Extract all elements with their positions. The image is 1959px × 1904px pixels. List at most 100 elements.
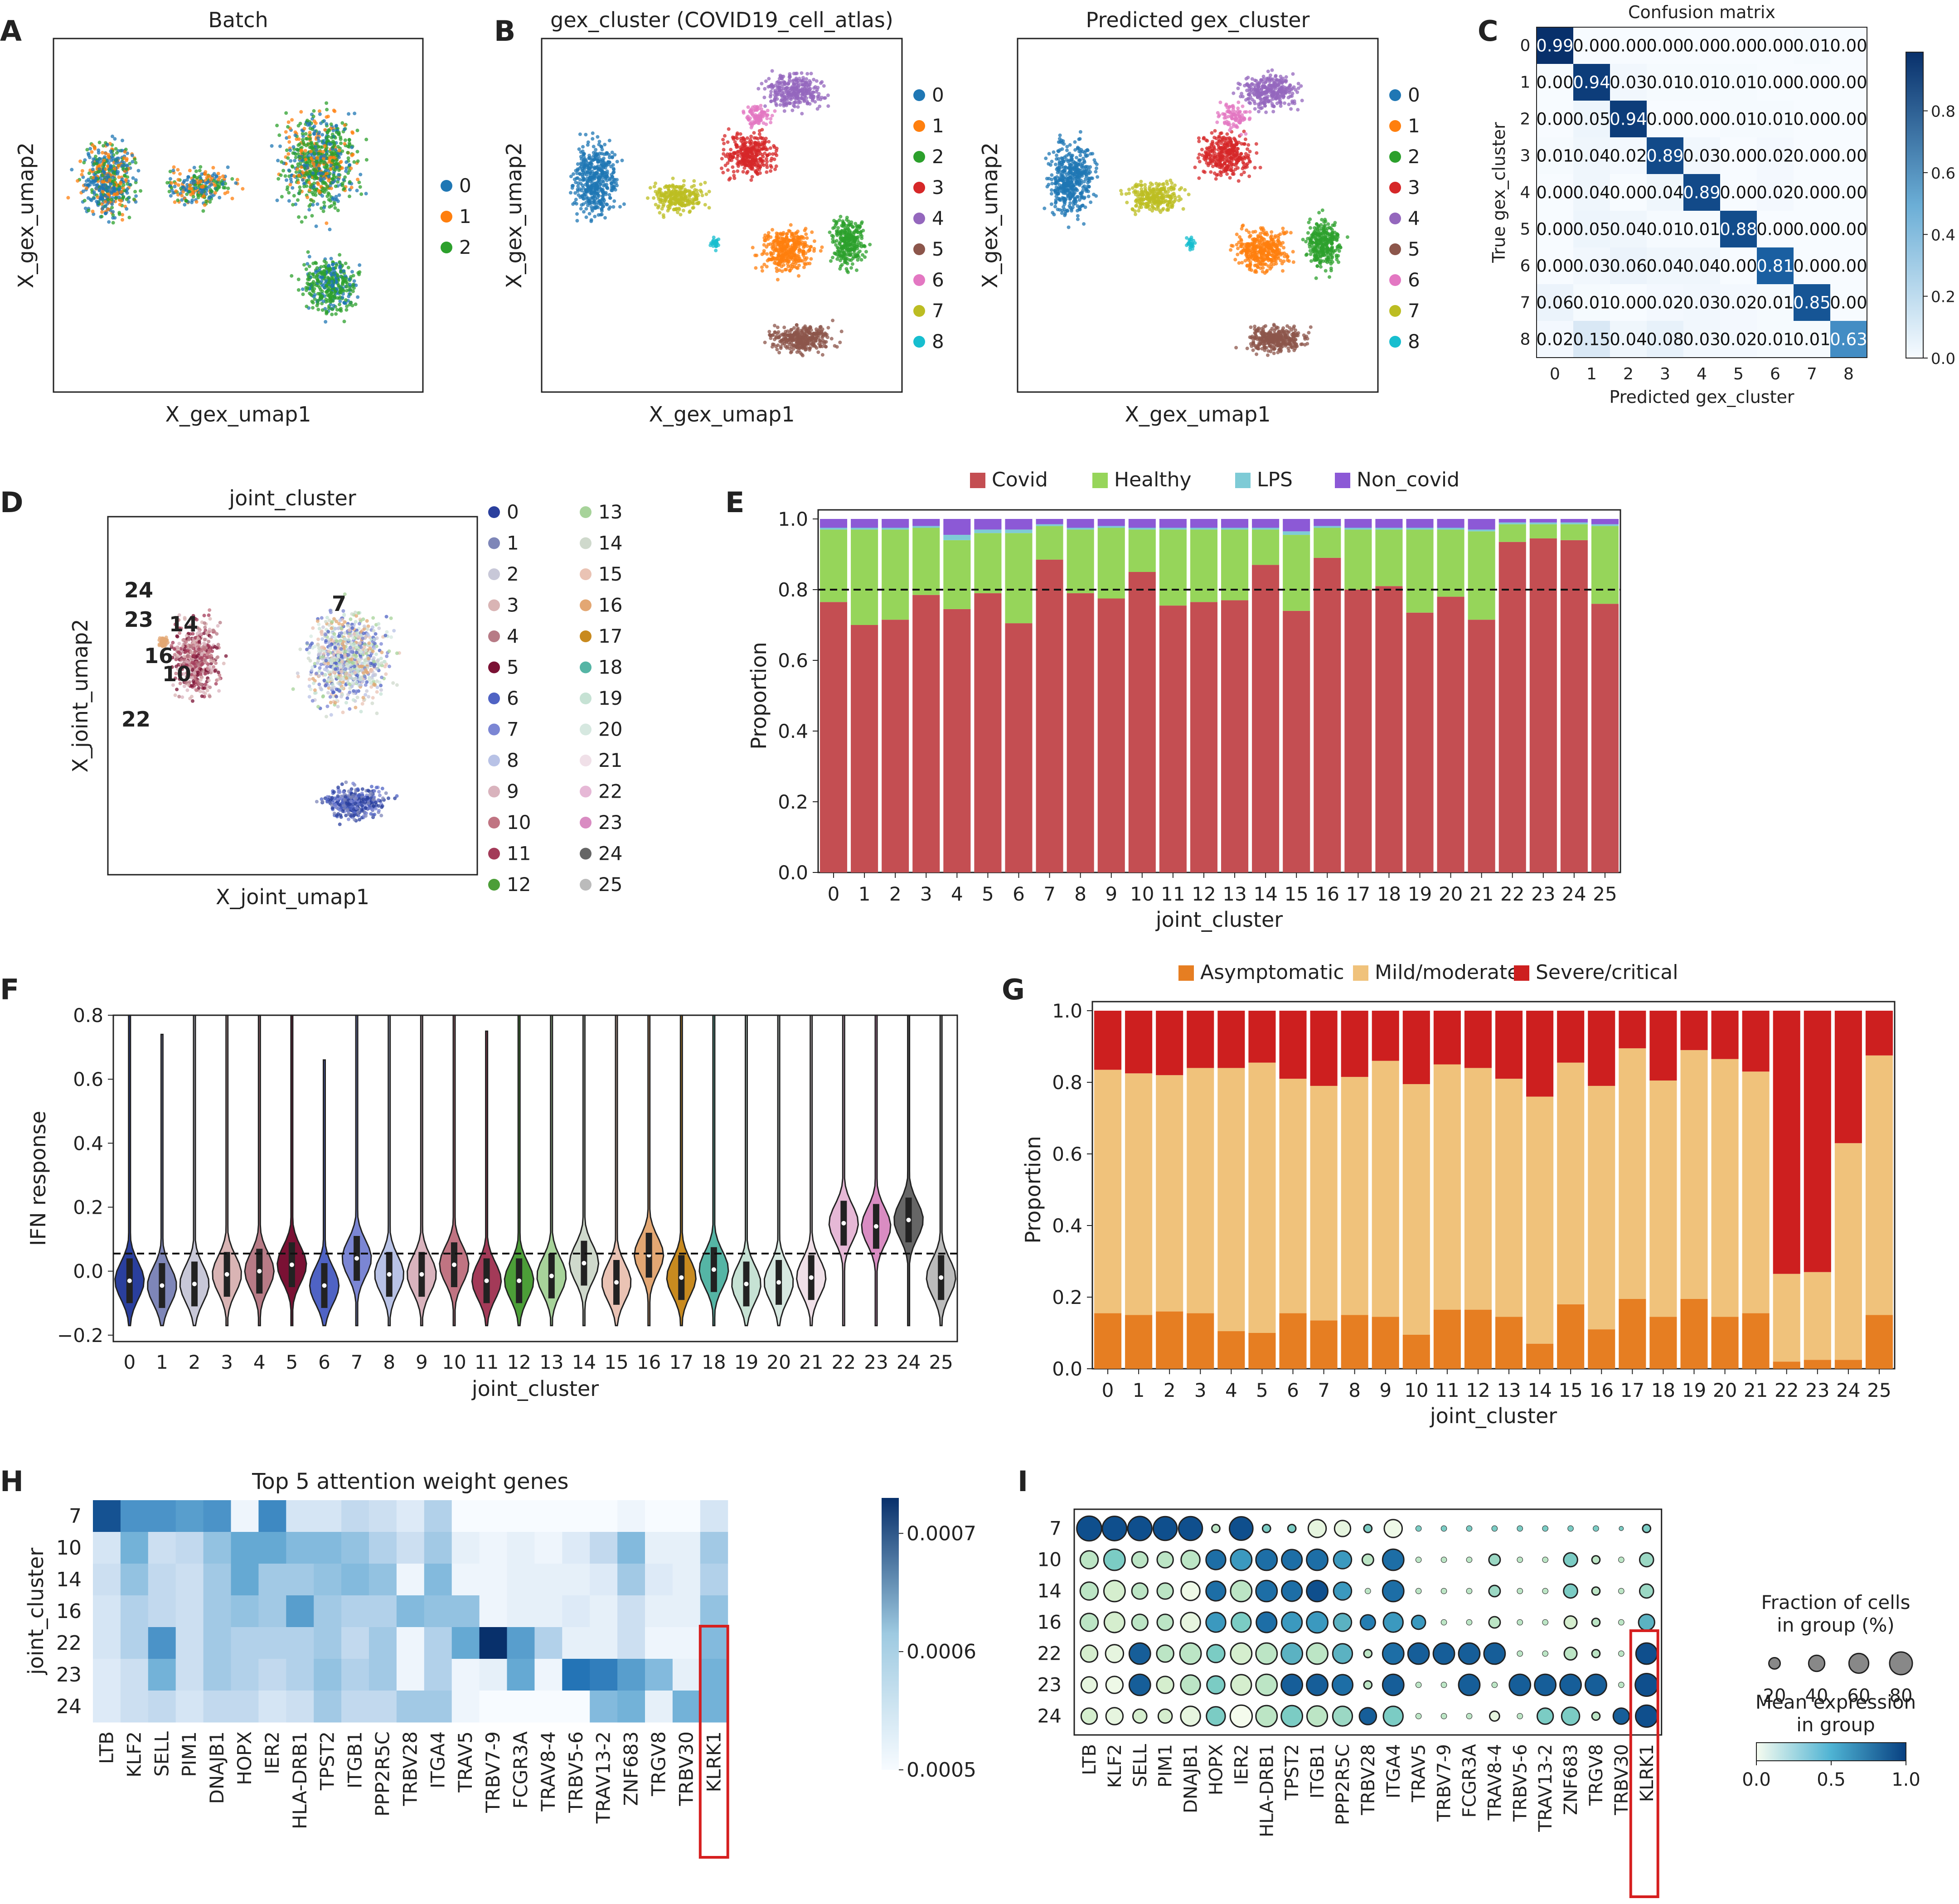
scatter-point: [1095, 166, 1098, 170]
scatter-point: [324, 166, 328, 170]
scatter-point: [350, 145, 354, 150]
scatter-point: [334, 194, 338, 199]
scatter-point: [331, 177, 335, 181]
scatter-point: [603, 171, 607, 175]
scatter-point: [856, 235, 860, 239]
scatter-point: [308, 121, 311, 126]
scatter-point: [808, 245, 812, 249]
scatter-point: [117, 195, 121, 199]
scatter-point: [330, 159, 335, 163]
scatter-point: [778, 103, 782, 107]
scatter-point: [191, 190, 195, 194]
scatter-point: [732, 174, 736, 178]
scatter-point: [751, 167, 755, 171]
scatter-point: [134, 194, 138, 198]
scatter-point: [325, 185, 330, 189]
scatter-point: [281, 169, 286, 173]
scatter-point: [324, 309, 328, 313]
scatter-point: [235, 178, 239, 182]
scatter-point: [329, 186, 333, 190]
scatter-point: [775, 332, 779, 335]
scatter-point: [319, 265, 323, 269]
scatter-point: [111, 179, 115, 184]
scatter-point: [339, 286, 343, 290]
scatter-point: [287, 199, 291, 203]
legend-label: 1: [932, 115, 944, 137]
scatter-point: [320, 189, 325, 193]
scatter-point: [329, 122, 333, 126]
scatter-point: [308, 291, 312, 296]
scatter-point: [311, 280, 315, 284]
scatter-point: [741, 170, 745, 174]
scatter-point: [681, 208, 685, 213]
scatter-point: [1045, 177, 1049, 181]
scatter-point: [751, 159, 755, 163]
scatter-point: [176, 178, 180, 182]
scatter-point: [302, 152, 306, 156]
scatter-point: [314, 121, 318, 125]
scatter-point: [102, 170, 106, 174]
scatter-point: [205, 180, 209, 184]
legend-label: 0: [459, 174, 471, 197]
scatter-point: [307, 180, 311, 184]
scatter-point: [359, 173, 363, 177]
scatter-point: [1089, 152, 1093, 156]
scatter-point: [304, 136, 308, 140]
scatter-point: [171, 191, 175, 195]
scatter-point: [756, 165, 760, 170]
scatter-point: [280, 160, 284, 164]
scatter-point: [707, 206, 711, 210]
legend-marker: [913, 305, 925, 317]
scatter-point: [1054, 200, 1058, 204]
scatter-point: [779, 346, 783, 350]
scatter-point: [111, 213, 115, 217]
scatter-point: [1052, 150, 1056, 154]
scatter-point: [339, 141, 343, 145]
scatter-point: [125, 191, 129, 195]
scatter-point: [1057, 137, 1062, 141]
y-axis-label: X_gex_umap2: [502, 142, 526, 288]
scatter-point: [770, 86, 774, 90]
scatter-point: [773, 257, 776, 261]
scatter-point: [608, 196, 612, 200]
scatter-point: [306, 142, 310, 146]
scatter-point: [352, 286, 356, 290]
scatter-point: [346, 150, 350, 155]
scatter-point: [319, 206, 323, 210]
scatter-point: [845, 252, 849, 257]
scatter-point: [334, 124, 338, 128]
scatter-point: [1077, 158, 1081, 162]
scatter-point: [316, 301, 320, 305]
scatter-point: [96, 200, 100, 204]
scatter-point: [819, 81, 823, 85]
scatter-point: [1164, 190, 1168, 194]
scatter-point: [845, 218, 849, 222]
scatter-point: [201, 209, 205, 213]
scatter-point: [746, 105, 750, 109]
scatter-point: [358, 263, 362, 267]
scatter-point: [186, 175, 190, 179]
scatter-point: [809, 72, 813, 76]
scatter-point: [752, 136, 756, 140]
scatter-point: [782, 246, 786, 250]
scatter-point: [114, 147, 118, 151]
scatter-point: [345, 304, 349, 308]
scatter-point: [582, 197, 586, 201]
scatter-point: [303, 215, 307, 219]
scatter-point: [765, 147, 769, 151]
scatter-point: [332, 294, 336, 298]
scatter-point: [106, 164, 110, 168]
scatter-point: [292, 194, 296, 198]
legend-marker: [913, 182, 925, 194]
scatter-point: [788, 250, 792, 254]
scatter-point: [664, 199, 667, 203]
scatter-point: [121, 186, 125, 190]
scatter-point: [692, 179, 696, 183]
scatter-point: [300, 145, 304, 150]
scatter-point: [783, 82, 787, 86]
scatter-point: [317, 139, 321, 143]
scatter-point: [117, 188, 121, 192]
scatter-point: [121, 183, 126, 187]
scatter-point: [778, 73, 782, 78]
scatter-point: [306, 250, 310, 254]
